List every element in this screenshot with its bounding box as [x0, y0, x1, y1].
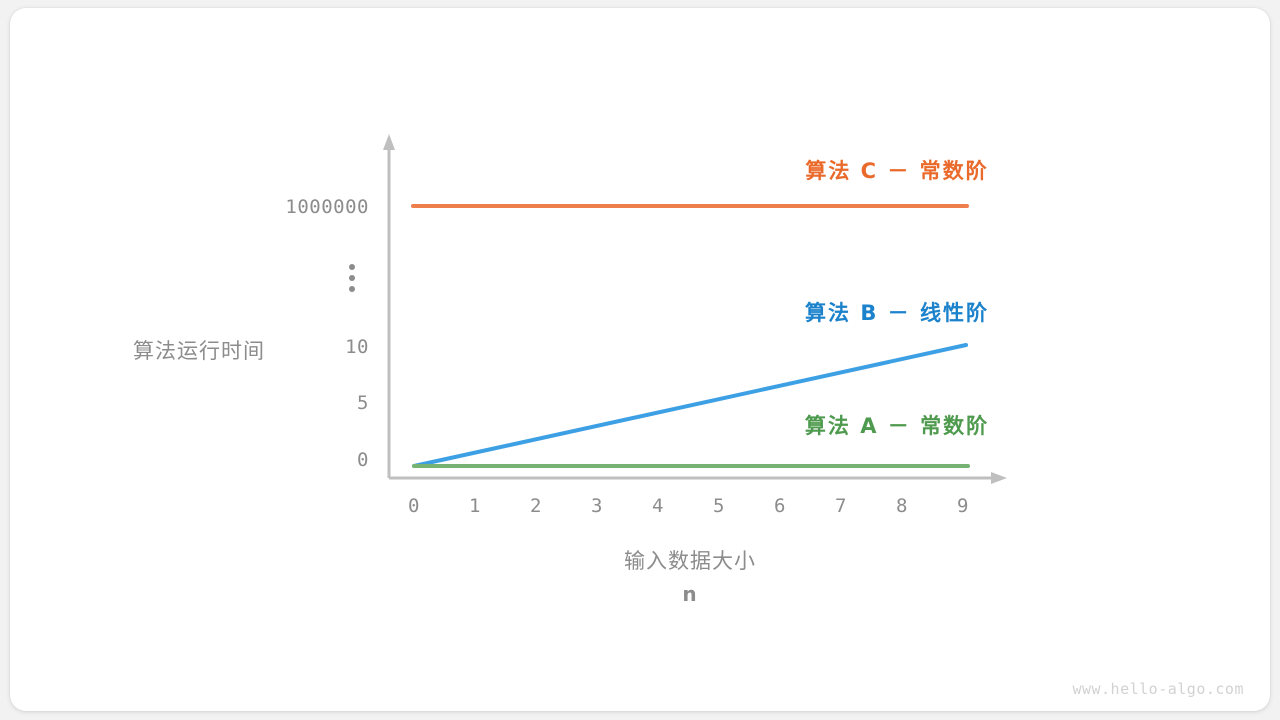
y-axis-arrow [383, 134, 395, 150]
series-label-a: 算法 A － 常数阶 [804, 414, 990, 438]
x-axis-arrow [991, 472, 1007, 484]
x-tick-label-9: 9 [957, 495, 969, 517]
x-tick-label-4: 4 [652, 495, 664, 517]
site-watermark: www.hello-algo.com [1072, 680, 1244, 698]
y-axis-break-dots [349, 264, 355, 292]
x-tick-label-0: 0 [408, 495, 420, 517]
series-label-b: 算法 B － 线性阶 [805, 301, 989, 325]
x-tick-label-5: 5 [713, 495, 725, 517]
x-axis-variable-label: n [682, 582, 698, 606]
x-tick-label-1: 1 [469, 495, 481, 517]
x-tick-label-2: 2 [530, 495, 542, 517]
y-axis-title: 算法运行时间 [133, 339, 265, 363]
series-label-c: 算法 C － 常数阶 [805, 159, 989, 183]
y-tick-label-0: 0 [357, 449, 369, 471]
x-tick-label-7: 7 [835, 495, 847, 517]
x-tick-label-6: 6 [774, 495, 786, 517]
x-tick-label-3: 3 [591, 495, 603, 517]
y-tick-label-10: 10 [345, 336, 369, 358]
y-tick-label-1000000: 1000000 [285, 196, 369, 218]
x-axis-title: 输入数据大小 [624, 549, 756, 573]
figure-card [10, 8, 1270, 711]
series-line-b [412, 343, 968, 468]
x-tick-label-8: 8 [896, 495, 908, 517]
y-tick-label-5: 5 [357, 392, 369, 414]
